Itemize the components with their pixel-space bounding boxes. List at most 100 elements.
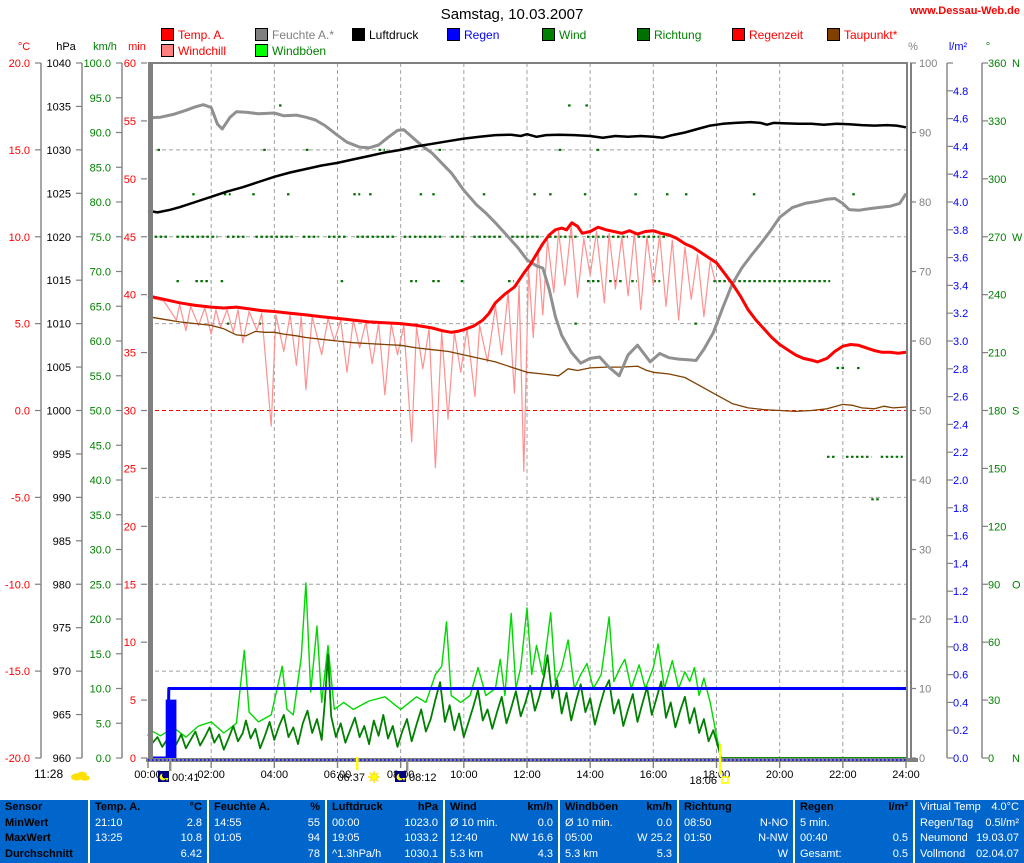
legend-swatch xyxy=(161,28,174,41)
axis-label: 75.0 xyxy=(90,232,111,244)
axis-label: 85.0 xyxy=(90,162,111,174)
cell-label: 13:25 xyxy=(95,832,123,845)
axis-label: 4.6 xyxy=(953,114,968,126)
axis-label: 45 xyxy=(124,232,136,244)
axis-label: 04:00 xyxy=(261,769,289,781)
axis-label: N xyxy=(1012,58,1020,70)
legend-item-regen: Regen xyxy=(447,28,500,42)
axis-label: 3.4 xyxy=(953,280,968,292)
website-link[interactable]: www.Dessau-Web.de xyxy=(909,5,1020,17)
sun-icon xyxy=(369,772,373,776)
cell-value: °C xyxy=(189,801,202,813)
axis-label: 10.0 xyxy=(90,684,111,696)
moon-icon xyxy=(402,778,406,781)
cell-value: 0.5 xyxy=(892,832,908,845)
table-cell: 00:40 0.5 xyxy=(795,831,913,847)
axis-label: 3.8 xyxy=(953,225,968,237)
legend-label: Windchill xyxy=(178,44,227,58)
table-cell: 01:05 94 xyxy=(209,831,325,847)
axis-label: 975 xyxy=(53,623,71,635)
cell-value: 0.0 xyxy=(537,816,553,829)
axis-label: 35 xyxy=(124,348,136,360)
axis-label: 25 xyxy=(124,463,136,475)
cell-value: 1033.2 xyxy=(404,832,438,845)
legend-swatch xyxy=(732,28,745,41)
axis-label: 2.0 xyxy=(953,475,968,487)
axis-label: 60 xyxy=(919,336,931,348)
sun-icon xyxy=(369,778,373,782)
row-label-text: MaxWert xyxy=(5,832,51,845)
axis-label: 12:00 xyxy=(513,769,541,781)
table-cell: 6.42 xyxy=(90,847,207,863)
cell-label: Feuchte A. xyxy=(214,801,270,813)
axis-label: 50 xyxy=(124,174,136,186)
cell-value: 19.03.07 xyxy=(976,832,1019,845)
axis-label: 980 xyxy=(53,579,71,591)
table-header-cell: Feuchte A.% xyxy=(209,800,325,816)
axis-label: 3.6 xyxy=(953,253,968,265)
legend-item-windben: Windböen xyxy=(255,44,326,58)
axis-label: 1.8 xyxy=(953,503,968,515)
axis-label: 10 xyxy=(919,684,931,696)
cell-label: Vollmond xyxy=(920,848,966,861)
axis-label: 0.8 xyxy=(953,642,968,654)
cloud-icon xyxy=(71,771,91,781)
plot-border-right xyxy=(906,63,908,762)
axis-label: 1040 xyxy=(47,58,71,70)
sun-set-icon xyxy=(721,776,729,784)
cell-value: 02.04.07 xyxy=(976,848,1019,861)
table-header-cell: Luftdruck hPa xyxy=(327,800,443,816)
stats-table: Sensor MinWert MaxWert Durchschnitt Temp. A.… xyxy=(0,800,1024,863)
row-label-text: MinWert xyxy=(5,816,49,829)
axis-label: 1.4 xyxy=(953,558,968,570)
sensor-column-tempa: Temp. A. °C 21:10 2.8 13:25 10.8 6.42 xyxy=(88,800,207,863)
axis-label: 3.0 xyxy=(953,336,968,348)
axis-label: 120 xyxy=(988,521,1006,533)
axis-label: 0.0 xyxy=(15,406,30,418)
axis-label: l/m² xyxy=(949,41,968,53)
axis-label: 10 xyxy=(124,637,136,649)
legend-item-tempa: Temp. A. xyxy=(161,28,225,42)
sun-icon xyxy=(375,778,379,782)
axis-label: 06:37 xyxy=(337,772,365,784)
cell-label: ^1.3hPa/h xyxy=(332,848,382,861)
legend-label: Regen xyxy=(464,28,500,42)
table-cell: 19:05 1033.2 xyxy=(327,831,443,847)
table-header-cell: Windböen km/h xyxy=(560,800,677,816)
cell-label: Luftdruck xyxy=(332,801,383,813)
marker-tick xyxy=(719,744,722,775)
axis-label: 30 xyxy=(124,406,136,418)
axis-label: 970 xyxy=(53,666,71,678)
legend-item-richtung: Richtung xyxy=(637,28,701,42)
cell-label: Ø 10 min. xyxy=(565,816,613,829)
table-cell: Neumond 19.03.07 xyxy=(915,831,1024,847)
row-label: MinWert xyxy=(0,816,88,832)
axis-label: 1015 xyxy=(47,275,71,287)
cell-label: 5 min. xyxy=(800,816,830,829)
axis-label: 40.0 xyxy=(90,475,111,487)
legend-swatch xyxy=(637,28,650,41)
cell-value: l/m² xyxy=(888,801,908,813)
legend-swatch xyxy=(255,28,268,41)
table-cell: 12:40 NW 16.6 xyxy=(445,831,558,847)
axis-label: 150 xyxy=(988,463,1006,475)
axis-label: 08:12 xyxy=(409,772,437,784)
table-header-cell: Regen l/m² xyxy=(795,800,913,816)
axis-label: 60.0 xyxy=(90,336,111,348)
sensor-column-wind: Wind km/h Ø 10 min. 0.0 12:40 NW 16.6 5.3 km 4.… xyxy=(443,800,558,863)
cell-label: Wind xyxy=(450,801,477,813)
cell-label: Neumond xyxy=(920,832,968,845)
axis-label: 18:00 xyxy=(703,769,731,781)
cell-label: 5.3 km xyxy=(565,848,599,861)
row-label: MaxWert xyxy=(0,831,88,847)
axis-label: 55 xyxy=(124,116,136,128)
table-header-cell: Wind km/h xyxy=(445,800,558,816)
legend-item-feuchtea: Feuchte A.* xyxy=(255,28,334,42)
cell-value: W 25.2 xyxy=(637,832,672,845)
table-header-cell: Temp. A. °C xyxy=(90,800,207,816)
rain-bar xyxy=(165,699,177,758)
axis-label: 3.2 xyxy=(953,308,968,320)
axis-label: 60 xyxy=(988,637,1000,649)
axis-label: 360 xyxy=(988,58,1006,70)
axis-label: 985 xyxy=(53,536,71,548)
